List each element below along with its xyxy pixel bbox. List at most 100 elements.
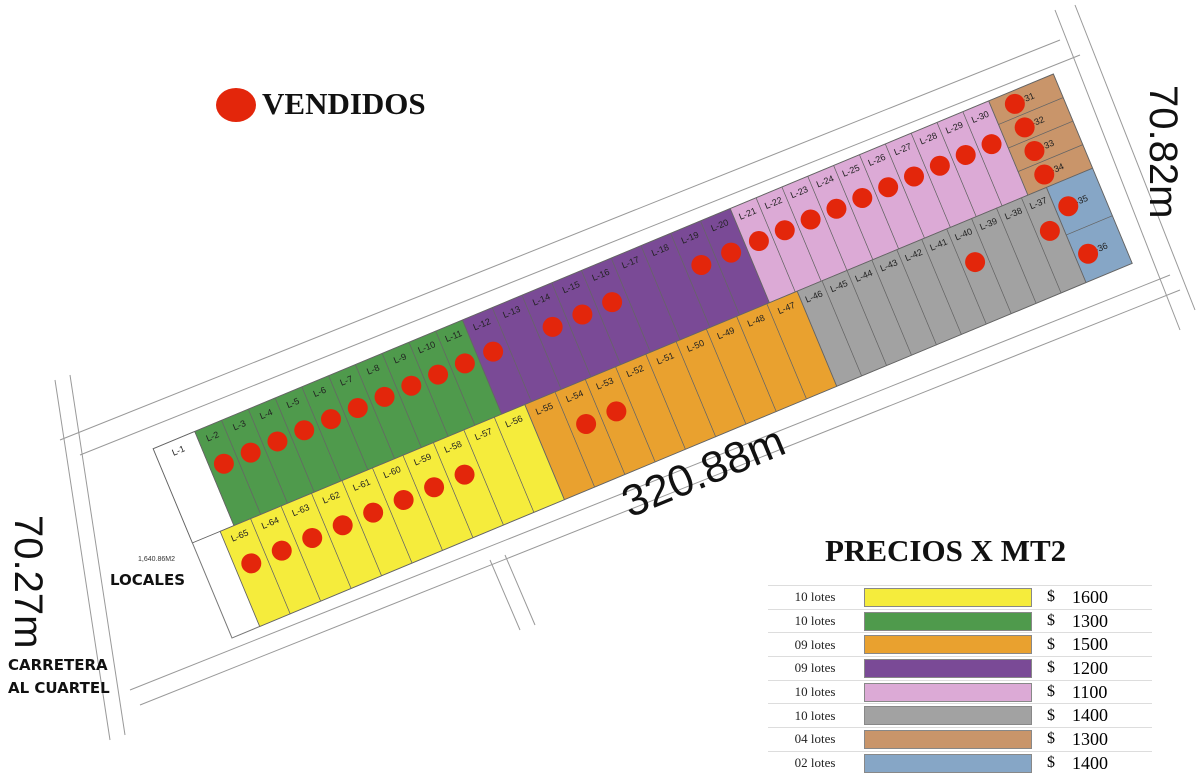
price: 1300: [1068, 727, 1152, 752]
lot-count: 10 lotes: [768, 585, 862, 610]
color-swatch: [864, 706, 1032, 726]
currency: $: [1034, 608, 1068, 633]
color-swatch-cell: [862, 679, 1034, 704]
color-swatch: [864, 682, 1032, 702]
sold-marker: [1078, 243, 1099, 264]
sold-marker: [424, 477, 445, 498]
lot-label: L-1: [170, 443, 186, 457]
lot-label: L-2: [205, 429, 221, 443]
price-row: 02 lotes $1400: [768, 750, 1152, 775]
price-title: PRECIOS X MT2: [825, 533, 1067, 568]
lot-label: L-9: [392, 351, 408, 365]
price-row: 10 lotes $1100: [768, 679, 1152, 704]
sold-marker: [852, 187, 873, 208]
currency: $: [1034, 727, 1068, 752]
sold-marker: [1024, 140, 1045, 161]
lot-label: L-5: [285, 396, 301, 410]
color-swatch: [864, 658, 1032, 678]
price-row: 10 lotes $1400: [768, 703, 1152, 728]
currency: $: [1034, 632, 1068, 657]
locales-area: 1,640.86M2: [138, 556, 175, 563]
sold-marker: [965, 252, 986, 273]
locales-label: LOCALES: [110, 571, 185, 589]
sold-marker: [483, 341, 504, 362]
color-swatch-cell: [862, 585, 1034, 610]
sold-marker: [904, 166, 925, 187]
sold-marker: [294, 420, 315, 441]
sold-marker: [428, 364, 449, 385]
color-swatch-cell: [862, 750, 1034, 775]
price: 1500: [1068, 632, 1152, 657]
price-row: 09 lotes $1200: [768, 656, 1152, 681]
price: 1300: [1068, 608, 1152, 633]
sold-marker: [267, 431, 288, 452]
lot-count: 04 lotes: [768, 727, 862, 752]
sold-marker: [302, 527, 323, 548]
color-swatch-cell: [862, 608, 1034, 633]
price-row: 10 lotes $1300: [768, 608, 1152, 633]
lot: [219, 518, 291, 627]
sold-marker: [955, 144, 976, 165]
currency: $: [1034, 750, 1068, 775]
lot-label: L-6: [312, 385, 328, 399]
sold-marker: [454, 353, 475, 374]
sold-marker: [240, 442, 261, 463]
sold-marker: [748, 231, 769, 252]
price-row: 04 lotes $1300: [768, 727, 1152, 752]
currency: $: [1034, 703, 1068, 728]
price: 1600: [1068, 585, 1152, 610]
road-label: CARRETERA AL CUARTEL: [8, 656, 110, 697]
sold-marker: [374, 386, 395, 407]
color-swatch: [864, 635, 1032, 655]
lot-label: L-4: [258, 407, 274, 421]
lots-block: L-1L-2L-3L-4L-5L-6L-7L-8L-9L-10L-11L-12L…: [152, 73, 1133, 639]
lot-label: L-8: [365, 362, 381, 376]
sold-marker: [826, 198, 847, 219]
price-table: 10 lotes $1600 10 lotes $1300 09 lotes $1500 0…: [768, 585, 1152, 775]
color-swatch-cell: [862, 656, 1034, 681]
sold-marker: [401, 375, 422, 396]
sold-marker: [1004, 93, 1025, 114]
sold-marker: [1034, 164, 1055, 185]
sold-marker: [241, 553, 262, 574]
price: 1100: [1068, 679, 1152, 704]
currency: $: [1034, 585, 1068, 610]
sold-marker: [542, 316, 563, 337]
dimension-right: 70.82m: [1141, 85, 1185, 219]
sold-marker: [393, 489, 414, 510]
price-row: 10 lotes $1600: [768, 585, 1152, 610]
lot-label: L-7: [338, 374, 354, 388]
color-swatch-cell: [862, 703, 1034, 728]
sold-marker: [347, 398, 368, 419]
lot-label: L-3: [231, 418, 247, 432]
price: 1200: [1068, 656, 1152, 681]
lot-count: 09 lotes: [768, 656, 862, 681]
sold-marker: [602, 292, 623, 313]
color-swatch: [864, 587, 1032, 607]
lot-count: 10 lotes: [768, 679, 862, 704]
price-row: 09 lotes $1500: [768, 632, 1152, 657]
sold-marker: [213, 453, 234, 474]
sold-marker: [774, 220, 795, 241]
sold-marker: [691, 254, 712, 275]
price: 1400: [1068, 703, 1152, 728]
sold-marker: [929, 155, 950, 176]
lot-count: 10 lotes: [768, 703, 862, 728]
currency: $: [1034, 679, 1068, 704]
sold-marker: [572, 304, 593, 325]
color-swatch: [864, 729, 1032, 749]
sold-marker: [800, 209, 821, 230]
color-swatch-cell: [862, 727, 1034, 752]
lot-count: 09 lotes: [768, 632, 862, 657]
lot-count: 10 lotes: [768, 608, 862, 633]
roads: [54, 4, 1196, 741]
legend-label: VENDIDOS: [262, 86, 426, 121]
sold-marker: [606, 401, 627, 422]
color-swatch-cell: [862, 632, 1034, 657]
sold-marker: [576, 413, 597, 434]
sold-marker: [454, 464, 475, 485]
sold-marker: [320, 409, 341, 430]
sold-marker: [271, 540, 292, 561]
dimension-left: 70.27m: [6, 515, 50, 649]
